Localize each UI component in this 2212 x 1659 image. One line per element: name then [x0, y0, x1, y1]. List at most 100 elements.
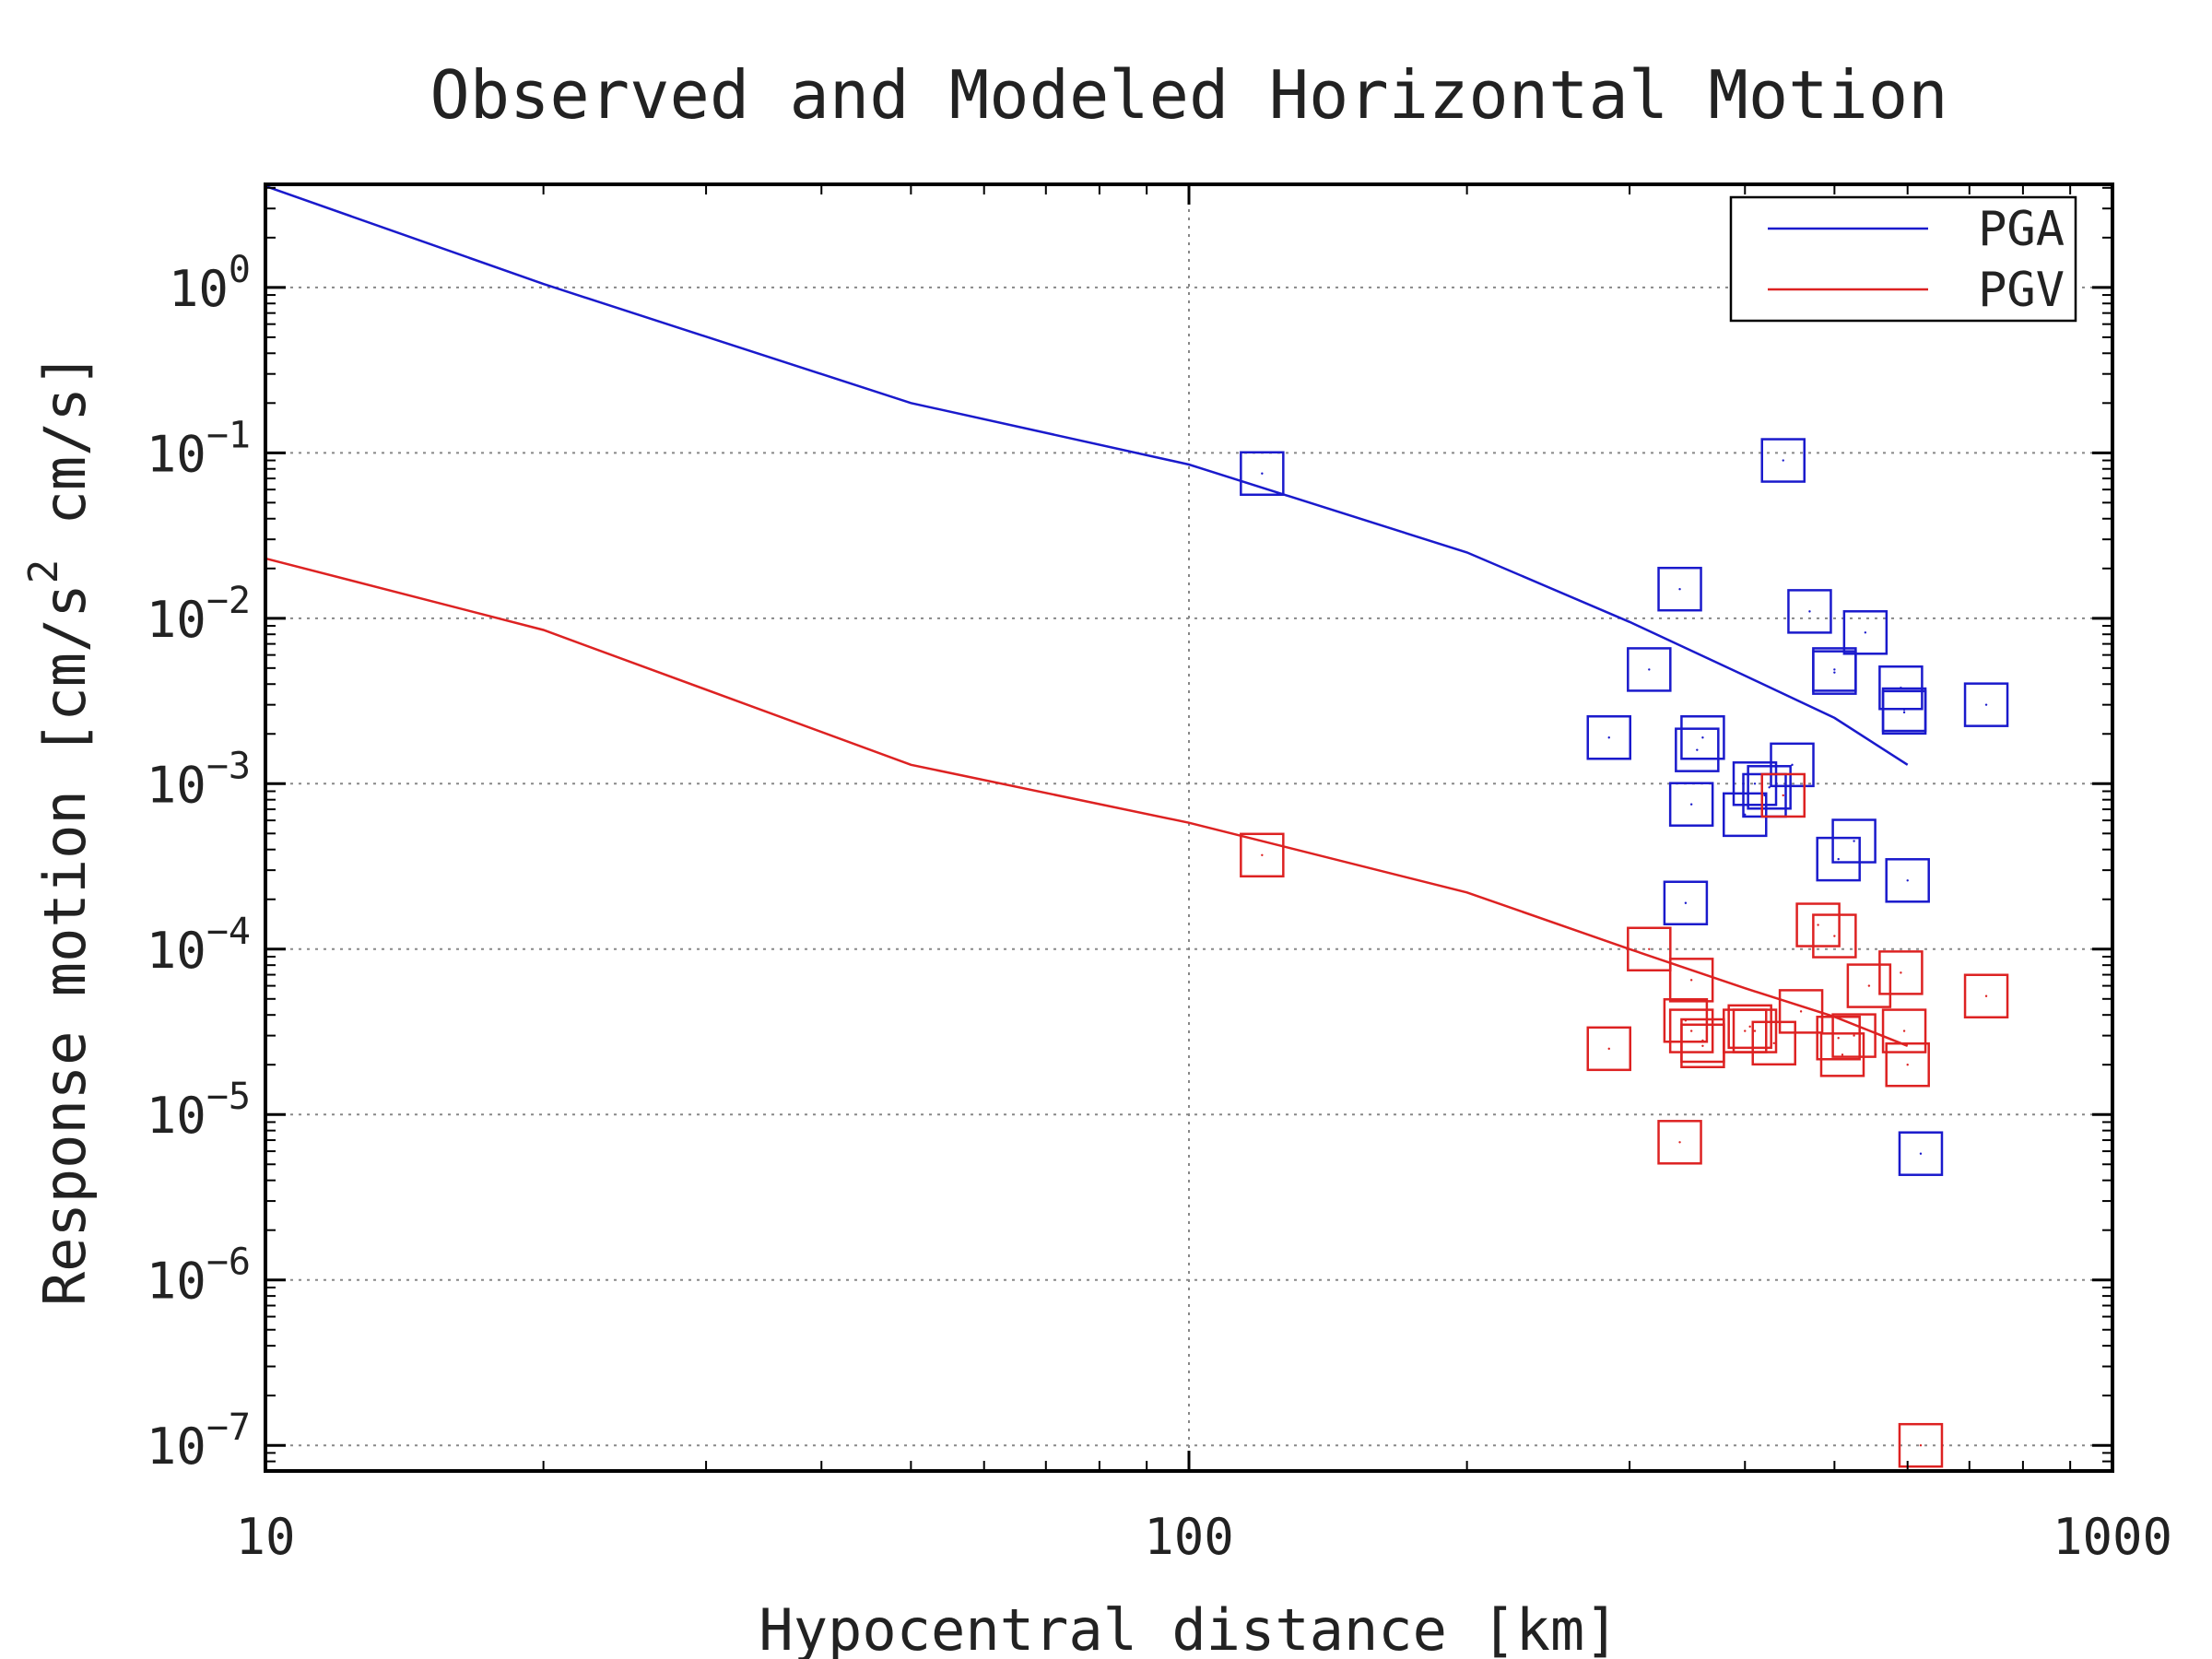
data-point: [1586, 1026, 1632, 1072]
marker-center-dot: [1261, 853, 1264, 856]
data-point: [1663, 880, 1709, 925]
square-marker: [1586, 715, 1632, 760]
marker-center-dot: [1902, 708, 1906, 712]
data-point: [1881, 689, 1927, 735]
data-point: [1240, 451, 1285, 497]
legend: PGA PGV: [1729, 195, 2077, 323]
marker-center-dot: [1900, 971, 1902, 974]
data-point: [1819, 1032, 1865, 1077]
data-point: [1657, 566, 1702, 612]
x-tick-label: 1000: [2053, 1508, 2172, 1566]
square-marker: [1842, 610, 1888, 655]
data-point: [1627, 926, 1672, 972]
series-pgv: [265, 557, 1909, 1047]
legend-label-pga: PGA: [1978, 202, 2065, 257]
y-tick-label: 10−6: [147, 1241, 251, 1311]
square-marker: [1963, 973, 2009, 1018]
square-marker: [1627, 647, 1672, 692]
marker-center-dot: [1837, 1037, 1840, 1040]
marker-center-dot: [1902, 711, 1906, 714]
square-marker: [1819, 1032, 1865, 1077]
marker-center-dot: [1841, 1053, 1844, 1056]
data-point: [1657, 1120, 1702, 1165]
square-marker: [1881, 689, 1927, 735]
y-axis-label: Response motion [cm/s2 cm/s]: [20, 353, 99, 1306]
data-point: [1885, 1041, 1930, 1088]
data-point: [1963, 973, 2009, 1018]
marker-center-dot: [1689, 979, 1693, 982]
marker-center-dot: [1684, 901, 1688, 904]
data-point: [1668, 958, 1714, 1003]
data-point: [1963, 682, 2009, 727]
data-point: [1842, 610, 1888, 655]
marker-center-dot: [1791, 763, 1794, 767]
square-marker: [1831, 818, 1877, 864]
data-point: [1727, 1004, 1772, 1050]
square-marker: [1795, 902, 1841, 947]
marker-center-dot: [1648, 668, 1651, 671]
marker-center-dot: [1833, 671, 1836, 674]
marker-center-dot: [1808, 610, 1811, 613]
marker-center-dot: [1607, 1047, 1610, 1051]
data-point: [1751, 1020, 1796, 1066]
data-point: [1747, 765, 1792, 810]
data-point: [1627, 647, 1672, 692]
square-marker: [1732, 761, 1778, 806]
square-marker: [1657, 566, 1702, 612]
square-marker: [1657, 1120, 1702, 1165]
square-marker: [1663, 880, 1709, 925]
data-point: [1680, 715, 1725, 760]
square-marker: [1240, 451, 1285, 497]
square-marker: [1727, 1004, 1772, 1050]
x-axis-label: Hypocentral distance [km]: [759, 1596, 1618, 1659]
data-point: [1668, 782, 1714, 827]
data-point: [1787, 589, 1832, 634]
marker-center-dot: [1748, 1025, 1751, 1029]
series-pgv-observed: [1240, 772, 2009, 1468]
square-marker: [1881, 1008, 1927, 1053]
square-marker: [1885, 1041, 1930, 1088]
marker-center-dot: [1772, 1041, 1775, 1045]
marker-center-dot: [1864, 631, 1867, 634]
y-tick-label: 10−5: [147, 1076, 251, 1145]
data-point: [1846, 963, 1892, 1008]
marker-center-dot: [1261, 472, 1264, 475]
y-tick-label: 10−7: [147, 1406, 251, 1476]
square-marker: [1816, 1016, 1861, 1061]
marker-center-dot: [1984, 994, 1988, 997]
data-point: [1898, 1422, 1944, 1468]
square-marker: [1787, 589, 1832, 634]
square-marker: [1586, 1026, 1632, 1072]
marker-center-dot: [1867, 984, 1871, 987]
legend-label-pgv: PGV: [1978, 263, 2065, 318]
marker-center-dot: [1984, 703, 1988, 706]
square-marker: [1240, 832, 1285, 878]
data-point: [1878, 950, 1924, 995]
data-point: [1770, 742, 1815, 788]
square-marker: [1760, 772, 1806, 818]
data-point: [1881, 1008, 1927, 1053]
marker-center-dot: [1833, 668, 1836, 671]
data-point: [1675, 727, 1720, 772]
series-layer: [265, 184, 2009, 1468]
marker-center-dot: [1701, 1039, 1704, 1042]
marker-center-dot: [1607, 736, 1610, 739]
y-tick-label: 10−3: [147, 745, 251, 814]
square-marker: [1770, 742, 1815, 788]
square-marker: [1751, 1020, 1796, 1066]
square-marker: [1778, 989, 1824, 1034]
marker-center-dot: [1689, 1030, 1693, 1032]
square-marker: [1663, 998, 1709, 1043]
square-marker: [1668, 1008, 1714, 1053]
marker-center-dot: [1919, 1152, 1923, 1155]
marker-center-dot: [1853, 1034, 1855, 1037]
data-point: [1831, 818, 1877, 864]
data-point: [1795, 902, 1841, 947]
marker-center-dot: [1906, 879, 1909, 882]
data-point: [1778, 989, 1824, 1034]
data-point: [1760, 438, 1806, 483]
marker-center-dot: [1782, 794, 1784, 797]
x-tick-label: 100: [1144, 1508, 1234, 1566]
square-marker: [1898, 1131, 1944, 1176]
marker-center-dot: [1678, 1141, 1681, 1144]
